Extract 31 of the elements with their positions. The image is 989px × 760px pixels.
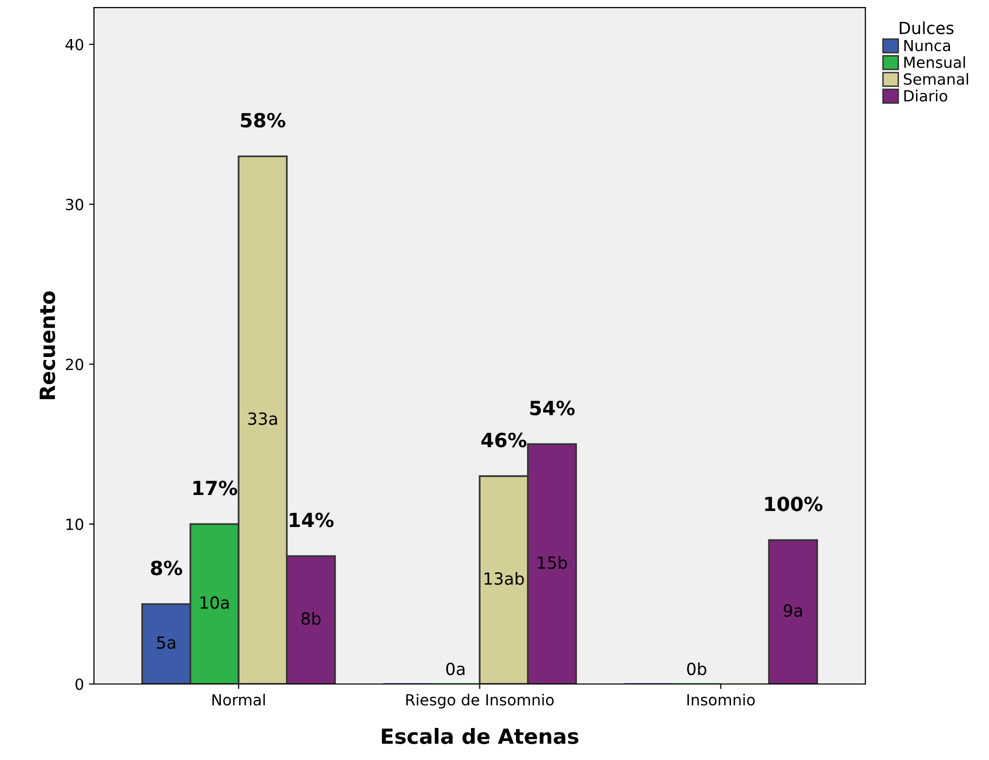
y-axis-title: Recuento [40, 291, 56, 400]
legend-label: Semanal [904, 73, 968, 85]
data-label: 15b [538, 556, 567, 569]
data-label: 9a [784, 604, 802, 617]
data-label: 0a [446, 662, 464, 676]
y-tick-label: 40 [66, 38, 84, 50]
data-label: 13ab [484, 572, 524, 585]
x-axis-title: Escala de Atenas [382, 728, 578, 744]
y-tick-label: 20 [66, 358, 84, 370]
y-tick-label: 10 [66, 518, 84, 530]
annotation: 100% [765, 496, 822, 512]
y-tick-label: 30 [66, 198, 84, 210]
annotation: 14% [290, 512, 334, 528]
x-tick-label: Normal [212, 694, 265, 706]
annotation: 46% [481, 432, 526, 448]
y-tick-label: 0 [76, 678, 84, 690]
data-label: 10a [200, 596, 229, 609]
legend-title: Dulces [900, 21, 954, 34]
annotation: 58% [240, 112, 286, 128]
legend-label: Diario [904, 90, 948, 102]
annotation: 8% [150, 560, 182, 576]
legend-label: Mensual [904, 56, 965, 68]
annotation: 54% [530, 400, 575, 416]
x-tick-label: Insomnio [687, 694, 755, 706]
data-label: 0b [687, 662, 706, 676]
annotation: 17% [193, 480, 238, 496]
data-label: 33a [248, 412, 277, 425]
x-tick-label: Riesgo de Insomnio [406, 694, 554, 709]
data-label: 8b [301, 612, 321, 625]
legend-label: Nunca [904, 40, 950, 52]
data-label: 5a [157, 636, 176, 649]
